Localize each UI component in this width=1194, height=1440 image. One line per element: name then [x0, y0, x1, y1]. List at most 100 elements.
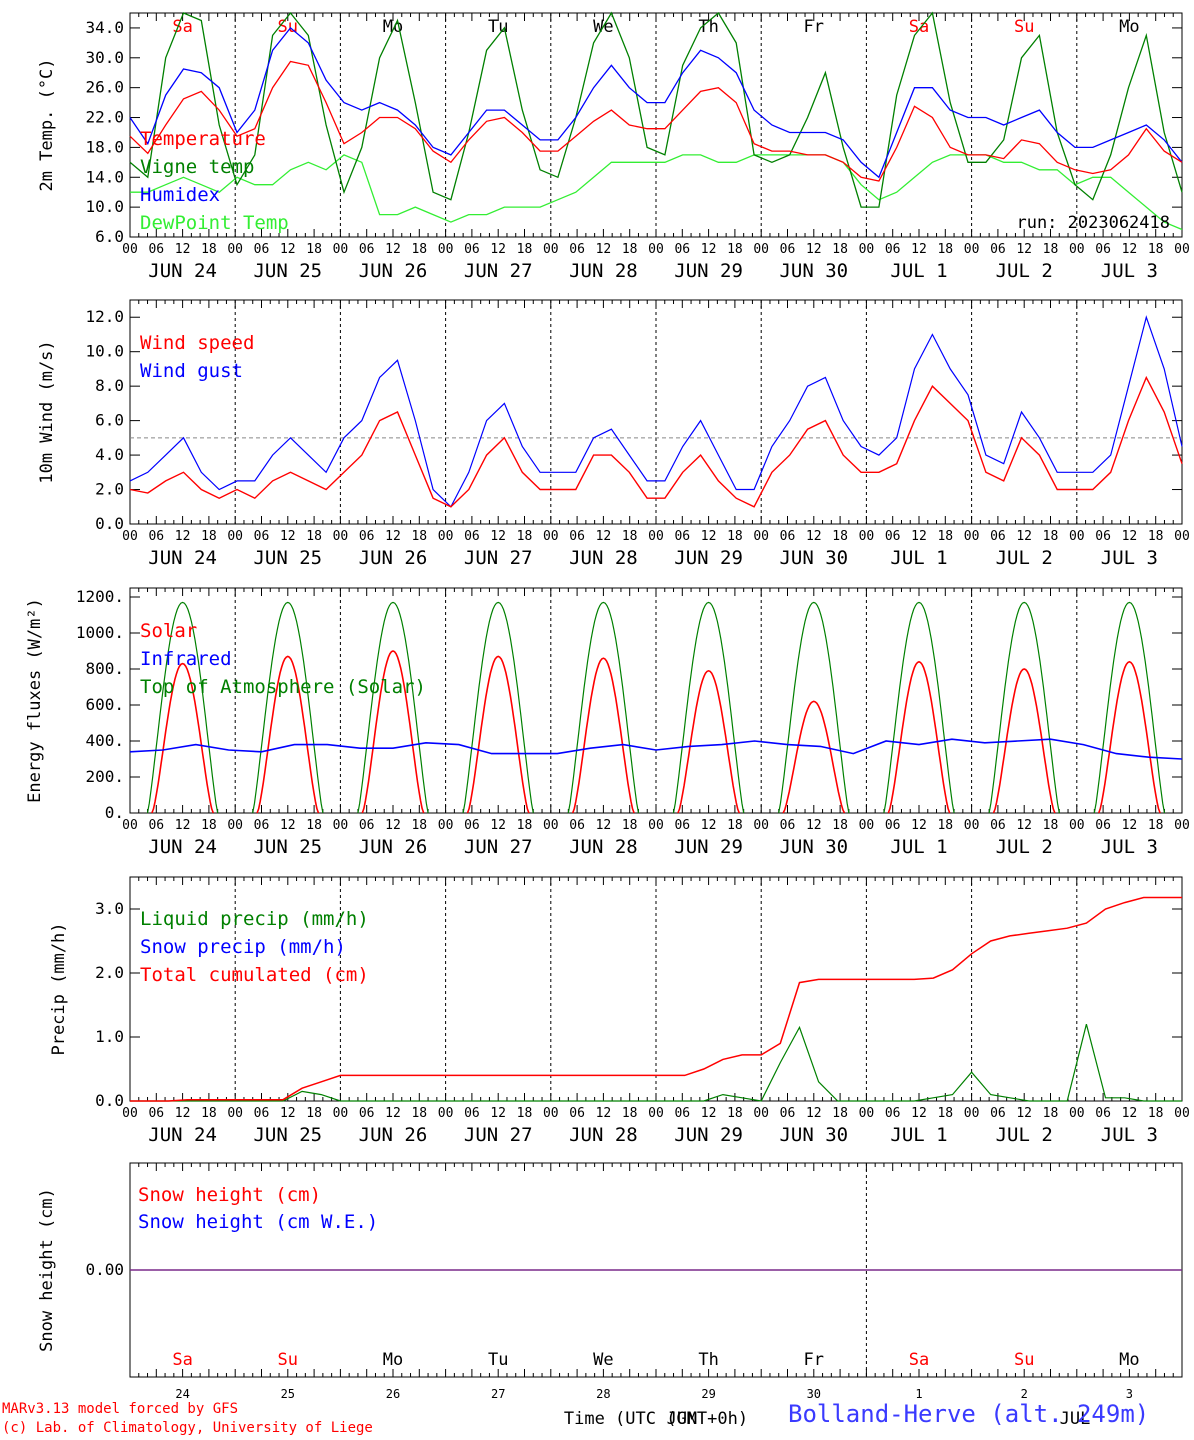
hour-tick-label: 00	[438, 242, 454, 257]
hour-tick-label: 12	[701, 529, 717, 544]
solar-curve	[1097, 660, 1161, 814]
date-label: JUN 30	[779, 547, 848, 569]
series-line-wind-gust	[129, 315, 1183, 508]
date-label: JUN 25	[253, 260, 322, 282]
hour-tick-label: 12	[806, 242, 822, 257]
y-tick-label: 0.	[105, 803, 124, 822]
x-axis-month-2: JUL	[1060, 1409, 1091, 1429]
hour-tick-label: 06	[359, 818, 375, 833]
hour-tick-label: 06	[464, 242, 480, 257]
hour-tick-label: 06	[780, 818, 796, 833]
hour-tick-label: 12	[911, 818, 927, 833]
hour-tick-label: 06	[148, 242, 164, 257]
hour-tick-label: 18	[727, 1106, 743, 1121]
date-label: JUN 24	[148, 836, 217, 858]
hour-tick-label: 00	[648, 818, 664, 833]
solar-curve	[992, 668, 1056, 814]
hour-tick-label: 18	[306, 529, 322, 544]
hour-tick-label: 18	[201, 529, 217, 544]
date-label: JUL 2	[996, 547, 1053, 569]
hour-tick-label: 00	[859, 529, 875, 544]
series-line-humidex	[129, 26, 1183, 179]
solar-curve	[361, 650, 425, 814]
panel-5: Sa Su Mo Tu We Th Fr Sa Su Mo 0.00 Snow height (cm)…	[37, 1162, 1183, 1429]
hour-tick-label: 12	[175, 529, 191, 544]
hour-tick-label: 18	[727, 818, 743, 833]
date-label: JUN 28	[569, 836, 638, 858]
hour-tick-label: 00	[753, 1106, 769, 1121]
y-tick-label: 3.0	[95, 899, 124, 918]
hour-tick-label: 00	[964, 529, 980, 544]
date-label: JUN 29	[674, 260, 743, 282]
y-tick-label: 1200.	[76, 587, 124, 606]
hour-tick-label: 12	[1016, 818, 1032, 833]
toa-curve	[357, 601, 429, 814]
hour-tick-label: 12	[1122, 1106, 1138, 1121]
hour-tick-label: 18	[411, 818, 427, 833]
solar-curve	[256, 655, 320, 814]
toa-curve	[778, 601, 850, 814]
date-label: JUN 27	[464, 1124, 533, 1146]
bottom-day-number: 25	[281, 1387, 295, 1401]
date-label: JUL 1	[890, 1124, 947, 1146]
toa-curve	[883, 601, 955, 814]
weekday-label: Tu	[488, 17, 508, 37]
hour-tick-label: 12	[1016, 242, 1032, 257]
hour-tick-label: 06	[674, 529, 690, 544]
date-label: JUN 26	[359, 260, 428, 282]
bottom-day-number: 26	[386, 1387, 400, 1401]
hour-tick-label: 12	[385, 242, 401, 257]
series-line-total-cumulated	[130, 896, 1182, 1102]
hour-tick-label: 00	[543, 529, 559, 544]
y-tick-label: 30.0	[85, 48, 124, 67]
hour-tick-label: 00	[227, 242, 243, 257]
date-label: JUN 30	[779, 836, 848, 858]
hour-tick-label: 06	[254, 818, 270, 833]
date-label: JUN 29	[674, 836, 743, 858]
legend-entry: Snow precip (mm/h)	[140, 936, 346, 958]
hour-tick-label: 06	[885, 818, 901, 833]
hour-tick-label: 00	[648, 529, 664, 544]
series-line-infrared	[129, 738, 1183, 760]
hour-tick-label: 06	[885, 242, 901, 257]
hour-tick-label: 00	[1069, 529, 1085, 544]
hour-tick-label: 18	[832, 529, 848, 544]
date-label: JUN 27	[464, 260, 533, 282]
hour-tick-label: 06	[569, 818, 585, 833]
legend-entry: Solar	[140, 620, 197, 642]
hour-tick-label: 12	[701, 1106, 717, 1121]
hour-tick-label: 18	[1148, 818, 1164, 833]
hour-tick-label: 18	[1148, 529, 1164, 544]
hour-tick-label: 18	[1148, 1106, 1164, 1121]
hour-tick-label: 00	[1174, 818, 1190, 833]
hour-tick-label: 18	[411, 242, 427, 257]
hour-tick-label: 12	[806, 1106, 822, 1121]
bottom-day-number: 29	[701, 1387, 715, 1401]
bottom-day-number: 2	[1021, 1387, 1028, 1401]
weekday-label: Mo	[1119, 1350, 1139, 1370]
bottom-day-number: 30	[807, 1387, 821, 1401]
y-tick-label: 10.0	[85, 342, 124, 361]
hour-tick-label: 00	[122, 529, 138, 544]
hour-tick-label: 00	[227, 818, 243, 833]
date-label: JUN 30	[779, 1124, 848, 1146]
date-label: JUN 25	[253, 1124, 322, 1146]
hour-tick-label: 18	[727, 242, 743, 257]
weekday-label: Tu	[488, 1350, 508, 1370]
hour-tick-label: 18	[306, 1106, 322, 1121]
solar-curve	[151, 662, 215, 814]
y-tick-label: 200.	[85, 767, 124, 786]
panel-3: 00 06 12 18 00 06 12 18 00 06 12 18 00 06 12 18 00 06 12 18…	[25, 587, 1190, 858]
hour-tick-label: 18	[517, 1106, 533, 1121]
hour-tick-label: 18	[306, 242, 322, 257]
date-label: JUL 1	[890, 547, 947, 569]
hour-tick-label: 12	[1122, 529, 1138, 544]
hour-tick-label: 12	[596, 818, 612, 833]
date-label: JUL 1	[890, 260, 947, 282]
hour-tick-label: 18	[727, 529, 743, 544]
legend-entry: Wind gust	[140, 360, 243, 382]
hour-tick-label: 12	[596, 529, 612, 544]
hour-tick-label: 00	[753, 529, 769, 544]
y-axis-title: Precip (mm/h)	[49, 922, 69, 1055]
hour-tick-label: 00	[122, 1106, 138, 1121]
